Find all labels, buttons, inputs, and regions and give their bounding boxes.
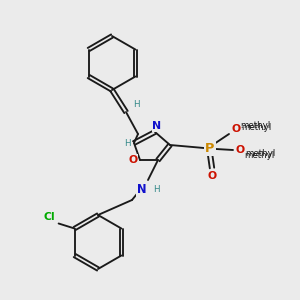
Text: O: O (207, 171, 217, 181)
Text: methyl: methyl (241, 126, 246, 127)
Text: Cl: Cl (44, 212, 56, 221)
Text: H: H (133, 100, 140, 109)
Text: O: O (236, 145, 245, 155)
Text: methyl: methyl (241, 124, 271, 133)
Text: H: H (153, 185, 160, 194)
Text: N: N (136, 183, 146, 196)
Text: methyl: methyl (241, 126, 246, 127)
Text: methyl: methyl (240, 121, 270, 130)
Text: N: N (152, 121, 162, 131)
Text: O: O (128, 155, 138, 165)
Text: methyl: methyl (245, 149, 275, 158)
Text: methyl: methyl (244, 151, 274, 160)
Text: H: H (124, 139, 131, 148)
Text: O: O (232, 124, 241, 134)
Text: P: P (205, 142, 215, 154)
